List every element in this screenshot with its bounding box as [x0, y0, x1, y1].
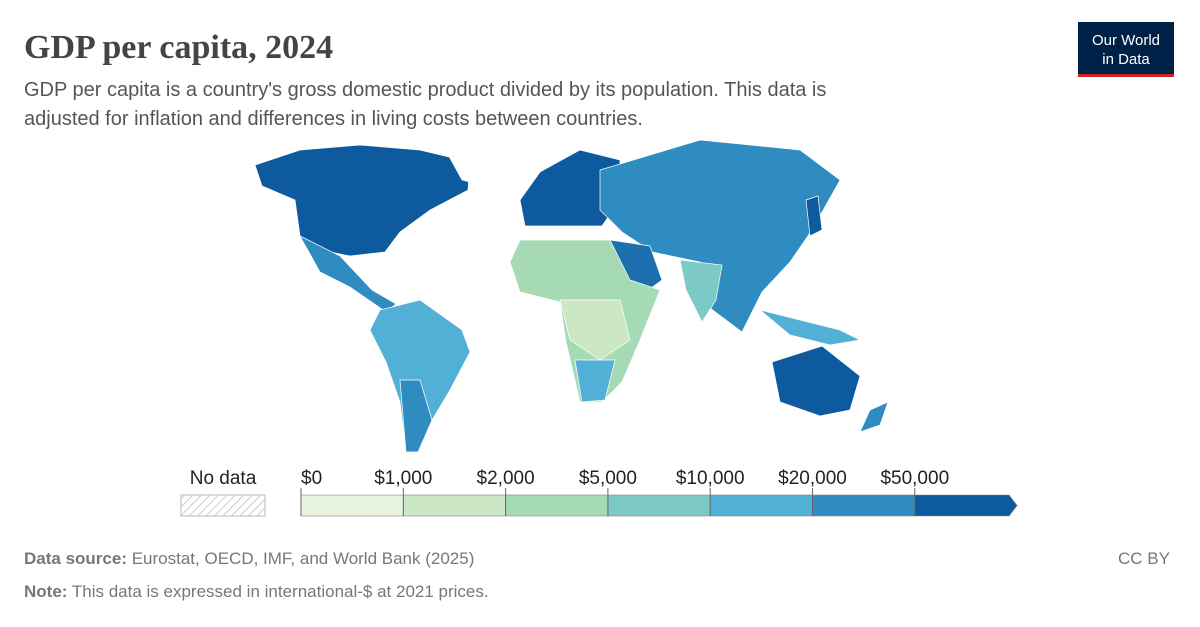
- legend-tick-label: $10,000: [676, 468, 745, 489]
- note-label: Note:: [24, 582, 67, 601]
- australia[interactable]: [771, 345, 861, 417]
- japan[interactable]: [805, 195, 823, 237]
- southern-africa[interactable]: [574, 359, 616, 403]
- legend-tick-label: $1,000: [374, 468, 432, 489]
- source: Data source: Eurostat, OECD, IMF, and Wo…: [24, 549, 474, 568]
- subtitle: GDP per capita is a country's gross dome…: [24, 79, 826, 101]
- source-label: Data source:: [24, 549, 127, 568]
- legend-bin: [505, 494, 609, 517]
- license[interactable]: CC BY: [1118, 549, 1170, 568]
- north-america[interactable]: [254, 144, 471, 257]
- central-africa[interactable]: [559, 299, 631, 361]
- greenland[interactable]: [439, 127, 523, 189]
- legend-tick-label: $0: [301, 468, 322, 489]
- logo-text: in Data: [1102, 51, 1150, 68]
- note-text: This data is expressed in international-…: [72, 582, 489, 601]
- legend-bin: [402, 494, 506, 517]
- no-data-label: No data: [190, 468, 257, 489]
- new-zealand[interactable]: [859, 401, 889, 433]
- source-text: Eurostat, OECD, IMF, and World Bank (202…: [132, 549, 475, 568]
- legend-bin: [709, 494, 813, 517]
- south-asia[interactable]: [679, 259, 723, 323]
- map: [254, 127, 889, 453]
- legend-tick-label: $50,000: [880, 468, 949, 489]
- legend-tick-label: $5,000: [579, 468, 637, 489]
- note: Note: This data is expressed in internat…: [24, 582, 489, 601]
- title: GDP per capita, 2024: [24, 29, 333, 66]
- logo-text: Our World: [1092, 32, 1160, 49]
- indonesia[interactable]: [759, 309, 862, 346]
- asia[interactable]: [599, 139, 841, 333]
- subtitle: adjusted for inflation and differences i…: [24, 108, 643, 130]
- legend-bin: [300, 494, 404, 517]
- legend: No data $0 $1,000 $2,000 $5,000 $10,000 $20,0…: [180, 468, 1018, 517]
- logo[interactable]: Our World in Data: [1078, 22, 1174, 77]
- legend-tick-label: $2,000: [477, 468, 535, 489]
- legend-bin: [914, 494, 1018, 517]
- legend-bin: [607, 494, 711, 517]
- no-data-swatch: [180, 494, 266, 517]
- argentina[interactable]: [399, 379, 433, 453]
- legend-tick-label: $20,000: [778, 468, 847, 489]
- legend-bin: [812, 494, 916, 517]
